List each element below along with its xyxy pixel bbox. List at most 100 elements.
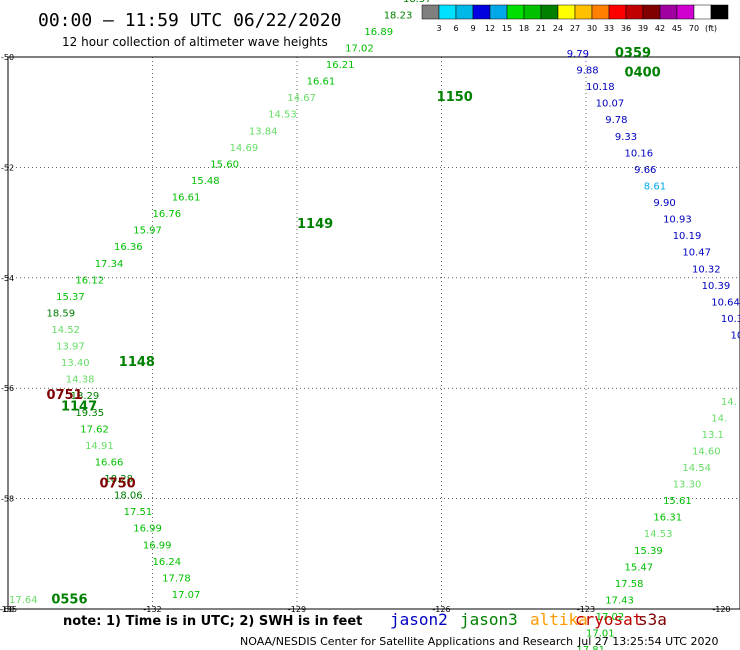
colorbar-swatch — [574, 4, 593, 20]
data-point-label: 13.97 — [56, 342, 85, 353]
data-point-label: 16.21 — [326, 60, 355, 71]
y-tick-label: -52 — [1, 163, 14, 172]
data-point-label: 10.47 — [682, 248, 711, 259]
legend-entry: altika — [530, 610, 588, 629]
time-label: 0556 — [51, 592, 87, 607]
data-point-label: 15.97 — [133, 226, 162, 237]
colorbar-label: 33 — [604, 24, 614, 33]
data-point-label: 9.88 — [576, 66, 598, 77]
data-point-label: 17.34 — [95, 259, 124, 270]
colorbar-label: 12 — [485, 24, 495, 33]
chart-title: 00:00 – 11:59 UTC 06/22/2020 — [38, 10, 341, 31]
legend-entry: jason2 — [390, 610, 448, 629]
data-point-label: 18.23 — [384, 10, 413, 21]
data-point-label: 18.06 — [114, 491, 143, 502]
x-tick-label: -132 — [143, 605, 161, 614]
time-label: 1148 — [119, 355, 155, 370]
time-label: 0751 — [47, 388, 83, 403]
data-point-label: 17.43 — [605, 595, 634, 606]
data-point-label: 16.66 — [95, 457, 124, 468]
time-label: 1150 — [437, 90, 473, 105]
data-point-label: 16.99 — [133, 524, 162, 535]
data-point-label: 10.07 — [596, 99, 625, 110]
x-tick-labels: -135 -132 -129 -126 -123 -120 — [0, 605, 731, 614]
data-point-label: 17.02 — [596, 612, 625, 623]
data-point-label: 16.89 — [364, 27, 393, 38]
data-point-label: 14.38 — [66, 375, 95, 386]
time-label: 0359 — [615, 46, 651, 61]
colorbar-swatch — [659, 4, 678, 20]
legend-note: note: 1) Time is in UTC; 2) SWH is in fe… — [63, 614, 362, 629]
data-point-label: 18.29 — [71, 391, 100, 402]
data-point-label: 14.53 — [268, 110, 297, 121]
data-point-label: 17.58 — [615, 579, 644, 590]
legend-entry: jason3 — [460, 610, 518, 629]
colorbar-swatch — [438, 4, 457, 20]
colorbar-swatch — [608, 4, 627, 20]
data-point-label: 13.1 — [702, 430, 724, 441]
legend-entry: s3a — [638, 610, 667, 629]
data-point-label: 14.91 — [85, 441, 114, 452]
data-point-label: 10.39 — [721, 314, 740, 325]
data-point-label: 10.39 — [702, 281, 731, 292]
colorbar: 3 6 9 12 15 18 21 24 27 30 33 36 39 42 45 70 (ft) — [421, 4, 729, 33]
colorbar-swatch — [625, 4, 644, 20]
data-point-label: 10.5 — [731, 331, 740, 342]
data-point-label: 17.62 — [80, 424, 109, 435]
y-tick-label: -58 — [1, 495, 14, 504]
data-point-label: 10.19 — [673, 231, 702, 242]
colorbar-swatch — [421, 4, 440, 20]
data-point-label: 10.93 — [663, 215, 692, 226]
colorbar-label: 3 — [436, 24, 441, 33]
colorbar-label: 18 — [519, 24, 529, 33]
data-point-label: 14.69 — [230, 143, 259, 154]
data-point-label: 16.99 — [143, 540, 172, 551]
colorbar-label: 6 — [453, 24, 458, 33]
footer-timestamp: Jul 27 13:25:54 UTC 2020 — [577, 635, 718, 648]
data-point-label: 13.40 — [61, 358, 90, 369]
colorbar-swatch — [472, 4, 491, 20]
x-tick-label: -126 — [432, 605, 450, 614]
data-point-label: 14.52 — [51, 325, 80, 336]
data-point-label: 9.78 — [605, 115, 627, 126]
data-point-label: 15.47 — [625, 562, 654, 573]
data-point-label: 14.54 — [682, 463, 711, 474]
colorbar-swatch — [557, 4, 576, 20]
colorbar-label: 15 — [502, 24, 512, 33]
y-tick-label: -50 — [1, 53, 14, 62]
data-point-label: 16.24 — [153, 557, 182, 568]
chart-subtitle: 12 hour collection of altimeter wave hei… — [62, 35, 328, 49]
data-points: 17.07 17.78 16.24 16.99 16.99 17.51 18.06 18.28… — [47, 0, 740, 650]
colorbar-swatch — [455, 4, 474, 20]
data-point-label: 16.76 — [153, 209, 182, 220]
x-tick-label: -135 — [0, 605, 17, 614]
data-point-label: 13.30 — [673, 480, 702, 491]
data-point-label: 10.18 — [586, 82, 615, 93]
data-point-label: 9.66 — [634, 165, 656, 176]
bottom-left-value: 17.64 — [9, 595, 38, 606]
grid — [8, 57, 740, 609]
data-point-label: 16.31 — [653, 513, 682, 524]
y-tick-label: -60 — [1, 605, 14, 614]
data-point-label: 17.78 — [162, 573, 191, 584]
data-point-label: 17.07 — [172, 590, 201, 601]
data-point-label: 17.81 — [576, 645, 605, 650]
x-tick-label: -120 — [712, 605, 730, 614]
x-tick-label: -129 — [288, 605, 306, 614]
colorbar-label: 30 — [587, 24, 597, 33]
colorbar-label: 36 — [621, 24, 631, 33]
y-tick-labels: -50 -52 -54 -56 -58 -60 — [1, 53, 14, 614]
data-point-label: 14. — [711, 413, 727, 424]
colorbar-label: 42 — [655, 24, 665, 33]
data-point-label: 16.12 — [75, 275, 104, 286]
y-tick-label: -56 — [1, 384, 14, 393]
data-point-label: 10.32 — [692, 264, 721, 275]
data-point-label: 10.16 — [625, 148, 654, 159]
data-point-label: 15.60 — [210, 159, 239, 170]
data-point-label: 18.57 — [403, 0, 432, 5]
colorbar-swatch — [710, 4, 729, 20]
data-point-label: 9.90 — [653, 198, 675, 209]
legend-entry: cryosat — [575, 610, 642, 629]
data-point-label: 15.39 — [634, 546, 663, 557]
